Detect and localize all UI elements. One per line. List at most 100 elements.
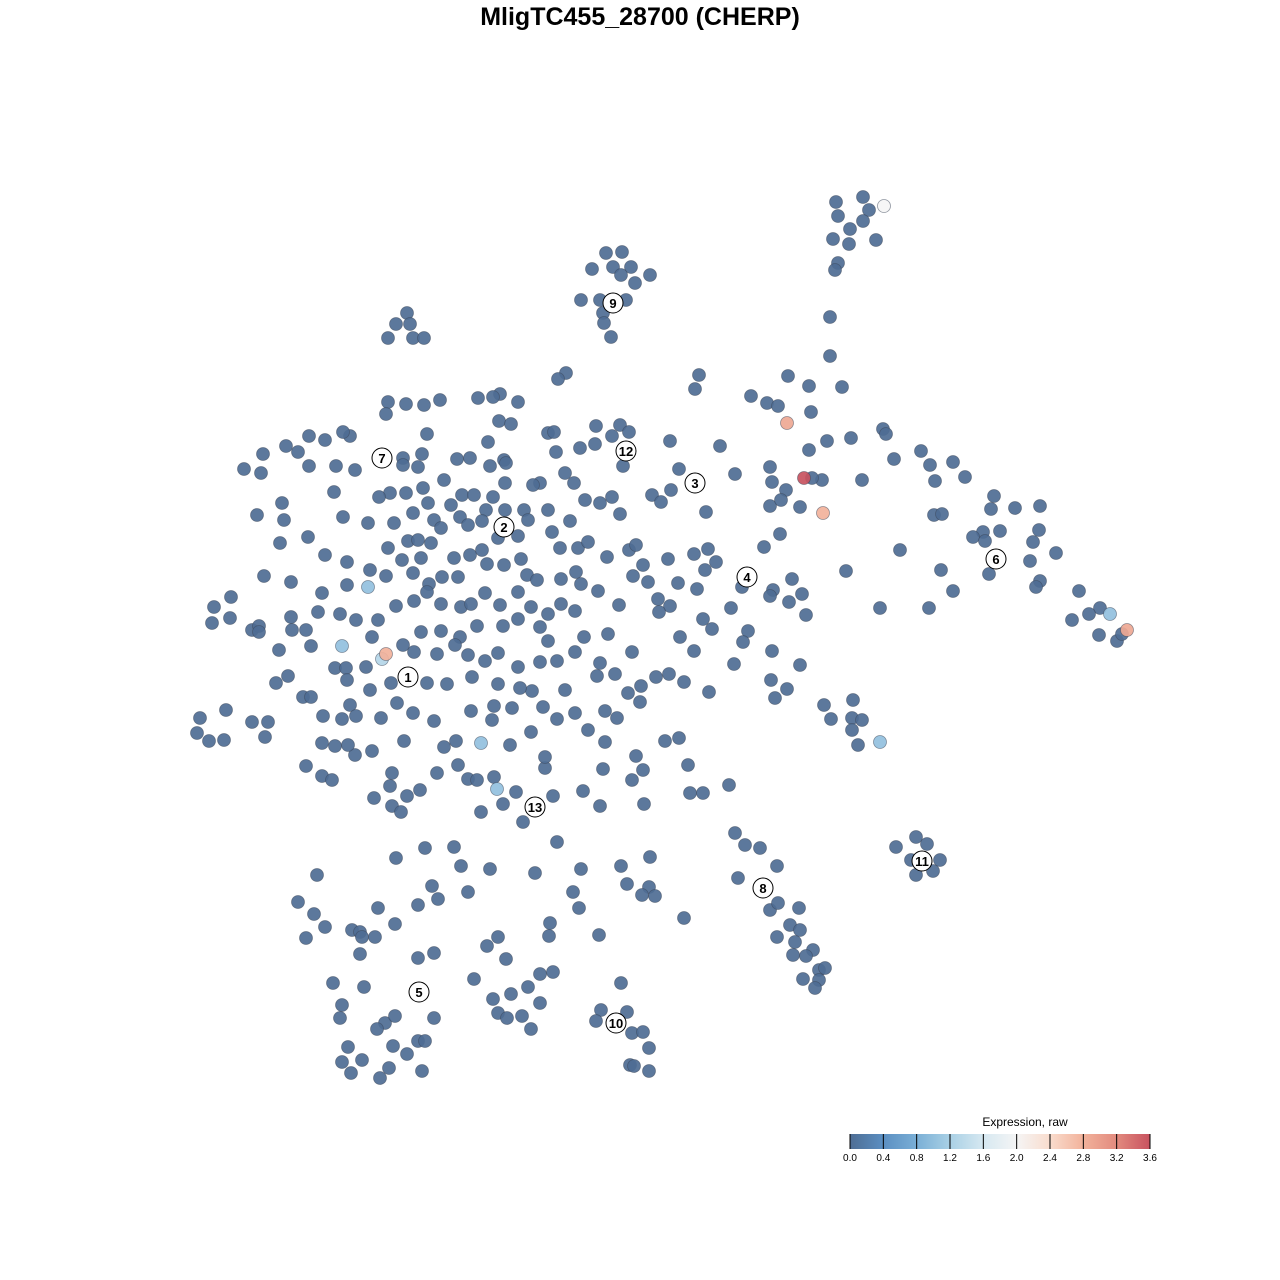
- data-point: [269, 676, 283, 690]
- data-point: [662, 667, 676, 681]
- data-point: [615, 245, 629, 259]
- data-point: [829, 195, 843, 209]
- data-point: [511, 585, 525, 599]
- data-point: [909, 830, 923, 844]
- data-point: [416, 481, 430, 495]
- data-point: [190, 726, 204, 740]
- data-point: [257, 569, 271, 583]
- data-point: [384, 676, 398, 690]
- data-point: [879, 427, 893, 441]
- data-point: [696, 612, 710, 626]
- data-point: [397, 734, 411, 748]
- data-point: [368, 930, 382, 944]
- colorbar-tick-label: 0.0: [843, 1153, 857, 1164]
- legend-title: Expression, raw: [982, 1115, 1068, 1129]
- data-point: [785, 572, 799, 586]
- data-point: [765, 644, 779, 658]
- data-point: [365, 744, 379, 758]
- data-point: [724, 601, 738, 615]
- data-point: [643, 268, 657, 282]
- data-point: [574, 293, 588, 307]
- data-point: [475, 514, 489, 528]
- data-point: [406, 506, 420, 520]
- data-point: [831, 209, 845, 223]
- data-point: [629, 538, 643, 552]
- points-layer: [190, 190, 1134, 1085]
- data-point: [770, 859, 784, 873]
- data-point: [993, 524, 1007, 538]
- cluster-label-text: 11: [915, 854, 929, 869]
- colorbar-tick-label: 0.4: [876, 1153, 891, 1164]
- data-point: [281, 669, 295, 683]
- cluster-label-text: 8: [759, 881, 766, 896]
- data-point: [648, 889, 662, 903]
- colorbar-tick-label: 1.2: [943, 1153, 957, 1164]
- data-point: [651, 592, 665, 606]
- data-point: [463, 451, 477, 465]
- data-point: [219, 703, 233, 717]
- data-point: [486, 490, 500, 504]
- data-point: [547, 425, 561, 439]
- colorbar-tick-label: 2.0: [1009, 1153, 1024, 1164]
- data-point: [581, 723, 595, 737]
- data-point: [627, 1059, 641, 1073]
- cluster-label-text: 5: [415, 985, 422, 1000]
- colorbar-tick-label: 0.8: [909, 1153, 924, 1164]
- data-point: [340, 555, 354, 569]
- data-point: [982, 567, 996, 581]
- cluster-label: 13: [524, 796, 546, 818]
- cluster-label-marker: [524, 796, 546, 818]
- data-point: [357, 980, 371, 994]
- data-point: [677, 911, 691, 925]
- data-point: [461, 648, 475, 662]
- data-point: [348, 463, 362, 477]
- cluster-label: 11: [911, 850, 933, 872]
- data-point: [625, 773, 639, 787]
- data-point: [370, 1022, 384, 1036]
- data-point: [318, 433, 332, 447]
- cluster-label: 10: [605, 1012, 627, 1034]
- data-point: [272, 643, 286, 657]
- data-point: [310, 868, 324, 882]
- data-point: [843, 222, 857, 236]
- data-point: [808, 981, 822, 995]
- data-point: [291, 895, 305, 909]
- data-point: [474, 805, 488, 819]
- data-point: [371, 613, 385, 627]
- data-point: [554, 572, 568, 586]
- data-point: [434, 597, 448, 611]
- cluster-label-marker: [736, 566, 758, 588]
- data-point: [558, 466, 572, 480]
- data-point: [550, 712, 564, 726]
- data-point: [407, 594, 421, 608]
- data-point: [344, 1066, 358, 1080]
- data-point: [588, 437, 602, 451]
- data-point: [672, 731, 686, 745]
- data-point: [591, 584, 605, 598]
- data-point: [600, 550, 614, 564]
- data-point: [781, 369, 795, 383]
- data-point: [511, 612, 525, 626]
- data-point: [887, 452, 901, 466]
- data-point: [1032, 523, 1046, 537]
- data-point: [592, 928, 606, 942]
- data-point: [335, 998, 349, 1012]
- data-point: [765, 475, 779, 489]
- data-point: [573, 441, 587, 455]
- data-point: [417, 398, 431, 412]
- data-point: [664, 483, 678, 497]
- cluster-label: 3: [684, 472, 706, 494]
- cluster-label-text: 12: [619, 444, 633, 459]
- data-point: [581, 535, 595, 549]
- data-point: [928, 474, 942, 488]
- data-point: [567, 476, 581, 490]
- data-point: [753, 841, 767, 855]
- data-point: [614, 976, 628, 990]
- data-point: [533, 967, 547, 981]
- data-point: [782, 595, 796, 609]
- data-point: [696, 786, 710, 800]
- data-point: [978, 534, 992, 548]
- data-point: [612, 598, 626, 612]
